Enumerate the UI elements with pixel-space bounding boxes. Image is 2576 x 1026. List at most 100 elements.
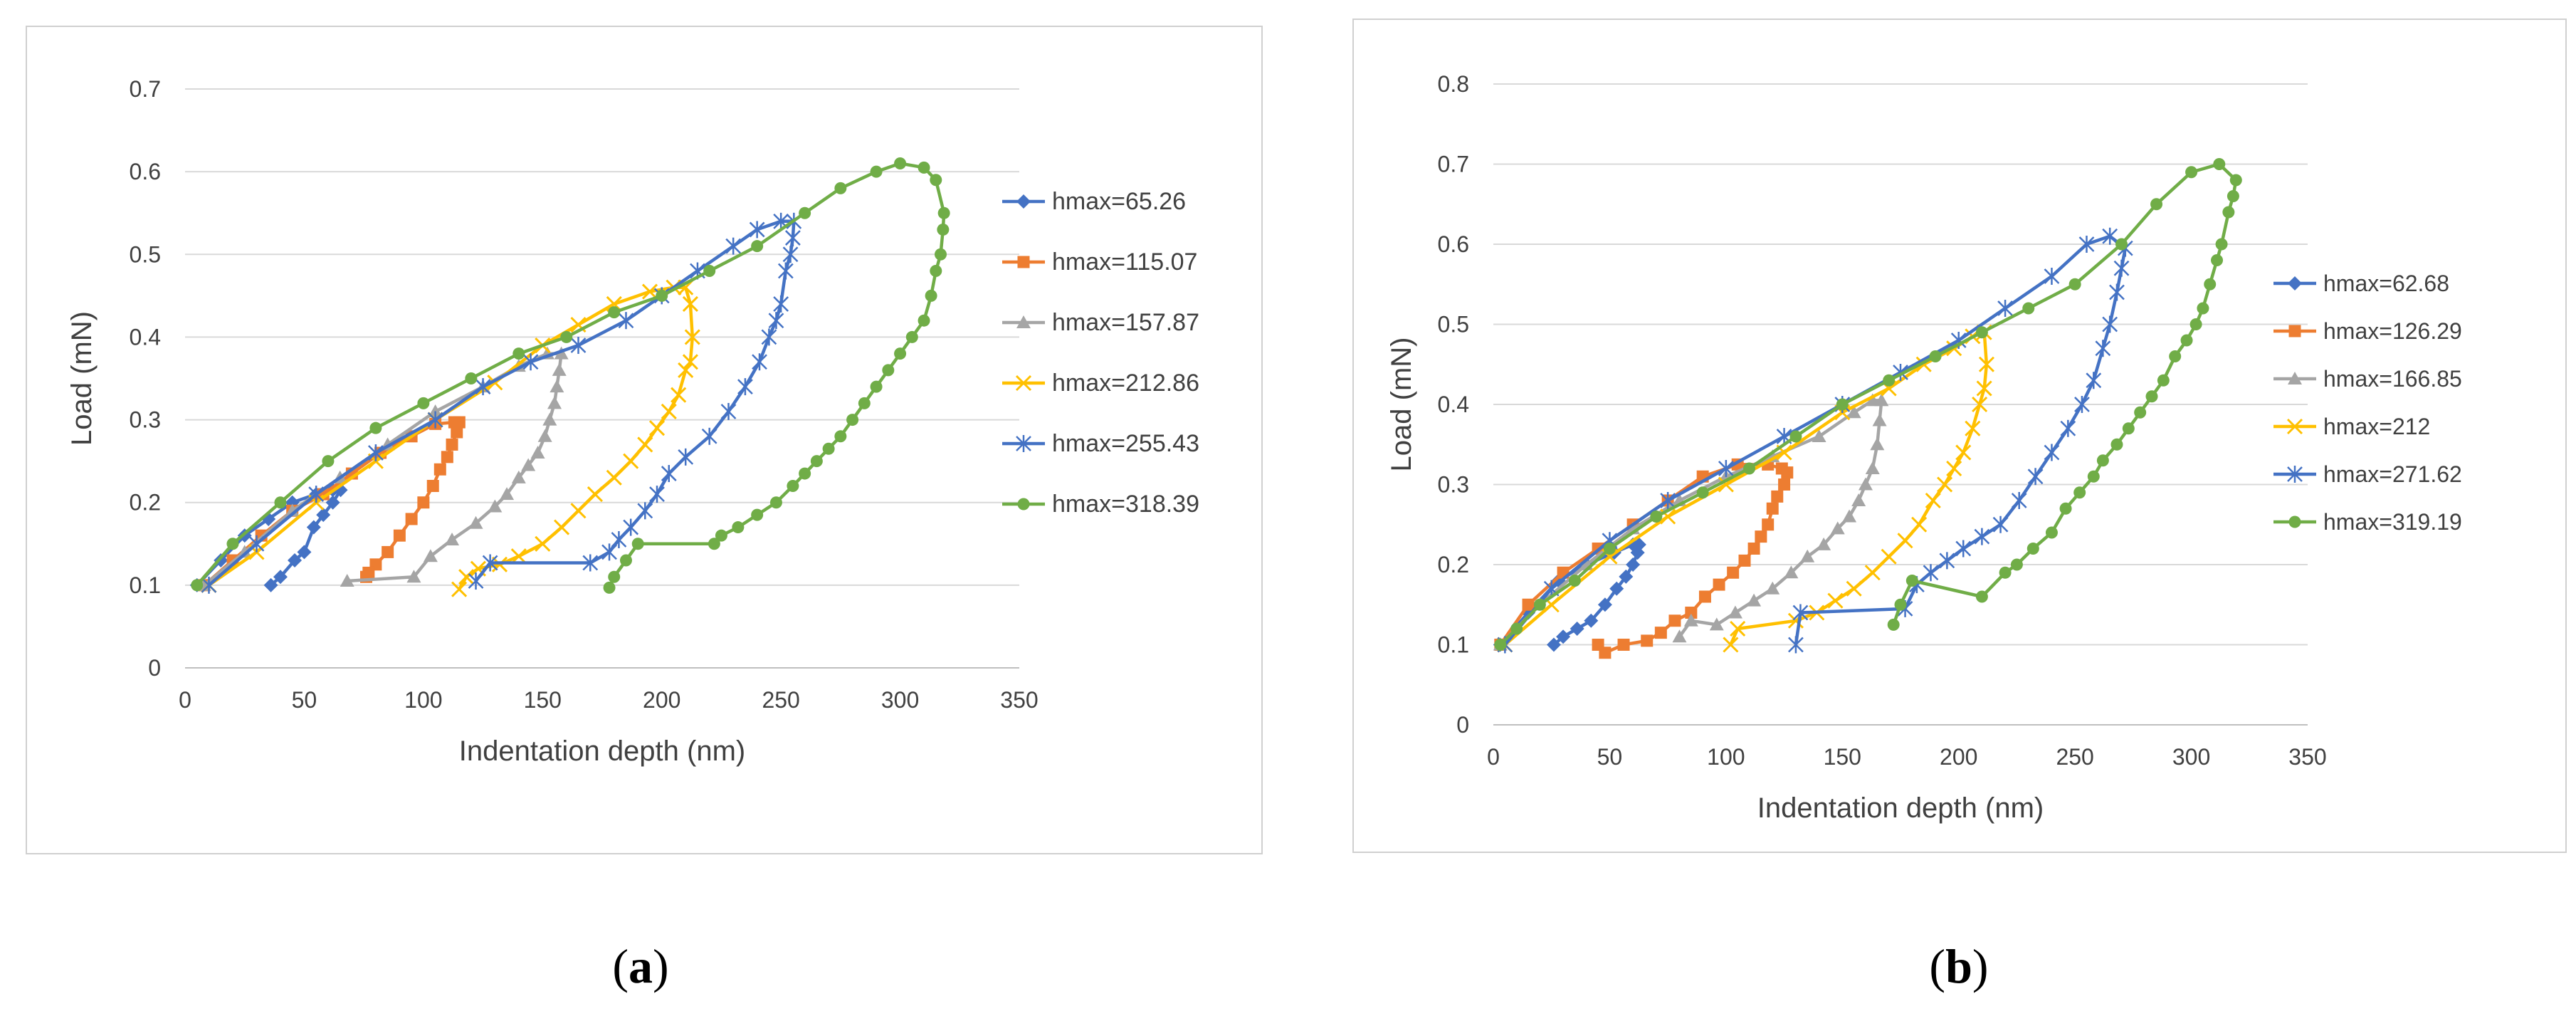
data-point xyxy=(720,402,737,420)
data-point xyxy=(191,579,204,592)
data-point xyxy=(1817,537,1831,550)
legend-entry: hmax=115.07 xyxy=(1002,248,1197,276)
y-tick-label: 0.6 xyxy=(1438,231,1469,257)
data-point xyxy=(1766,502,1779,515)
data-point xyxy=(773,295,789,313)
data-point xyxy=(226,538,239,550)
data-point xyxy=(1846,405,1861,419)
data-point xyxy=(2215,238,2228,251)
data-point xyxy=(316,508,331,523)
data-point xyxy=(1827,592,1844,609)
data-point xyxy=(777,262,794,280)
data-point xyxy=(1619,569,1634,584)
data-point xyxy=(1630,545,1645,560)
data-point xyxy=(1972,396,1988,413)
data-point xyxy=(550,379,564,393)
data-point xyxy=(1592,639,1604,651)
data-point xyxy=(1992,515,2009,533)
legend-entry: hmax=318.39 xyxy=(1002,491,1199,518)
legend-label: hmax=115.07 xyxy=(1052,248,1197,276)
x-tick-label: 100 xyxy=(1707,744,1745,770)
data-point xyxy=(491,556,508,572)
data-point xyxy=(512,347,525,360)
data-point xyxy=(1597,597,1612,612)
data-point xyxy=(1765,581,1780,595)
y-tick-label: 0 xyxy=(1456,712,1469,738)
series-6 xyxy=(1494,158,2242,651)
legend-label: hmax=166.85 xyxy=(2323,366,2462,392)
data-point xyxy=(2044,268,2060,285)
legend-entry: hmax=157.87 xyxy=(1002,309,1199,336)
data-point xyxy=(769,496,782,509)
data-point xyxy=(2185,166,2198,179)
data-point xyxy=(1603,543,1616,555)
data-point xyxy=(2134,406,2147,419)
data-point xyxy=(737,378,753,396)
data-point xyxy=(1660,492,1676,509)
data-point xyxy=(905,330,918,343)
data-point xyxy=(787,479,799,492)
data-point xyxy=(732,521,745,534)
data-point xyxy=(1698,590,1711,603)
x-axis-title: Indentation depth (nm) xyxy=(459,736,745,767)
data-point xyxy=(441,451,453,464)
data-point xyxy=(2045,526,2058,539)
data-point xyxy=(678,448,694,466)
data-point xyxy=(451,581,468,597)
data-point xyxy=(547,396,562,409)
legend-marker xyxy=(1017,498,1030,511)
y-tick-label: 0.2 xyxy=(130,490,161,515)
legend-marker xyxy=(1016,315,1031,328)
data-point xyxy=(406,570,421,583)
data-point xyxy=(1974,528,1990,545)
data-point xyxy=(631,538,644,550)
data-point xyxy=(445,532,460,545)
data-point xyxy=(451,426,463,439)
data-point xyxy=(1923,564,1939,582)
data-point xyxy=(2213,158,2226,170)
data-point xyxy=(925,289,937,302)
data-point xyxy=(834,182,847,194)
data-point xyxy=(2102,315,2118,333)
data-point xyxy=(537,429,552,442)
x-tick-label: 250 xyxy=(762,687,799,713)
data-point xyxy=(1788,636,1804,654)
series-5 xyxy=(201,212,802,594)
data-point xyxy=(1556,629,1571,644)
data-point xyxy=(1865,393,1880,407)
chart-a-svg: 0 0.1 0.2 0.3 0.4 0.5 0.6 0.7 0 50 100 150 200 250 300… xyxy=(66,76,1199,767)
data-point xyxy=(858,397,871,409)
data-point xyxy=(1730,620,1746,637)
data-point xyxy=(426,479,439,492)
data-point xyxy=(1836,398,1849,411)
data-point xyxy=(322,455,335,468)
data-point xyxy=(458,569,475,585)
legend-marker xyxy=(1017,256,1030,268)
caption-b-letter: b xyxy=(1945,939,1972,993)
data-point xyxy=(2145,390,2158,403)
data-point xyxy=(1609,581,1624,596)
x-tick-label: 50 xyxy=(1597,744,1623,770)
data-point xyxy=(1584,613,1599,628)
x-tick-label: 100 xyxy=(404,687,442,713)
data-point xyxy=(340,574,354,587)
data-point xyxy=(417,496,430,509)
legend-label: hmax=65.26 xyxy=(1052,188,1186,215)
data-point xyxy=(1570,622,1584,636)
data-point xyxy=(2197,302,2209,315)
data-point xyxy=(535,535,551,552)
data-point xyxy=(649,486,665,503)
data-point xyxy=(1617,639,1630,651)
data-point xyxy=(308,486,325,503)
chart-b-svg: 0 0.1 0.2 0.3 0.4 0.5 0.6 0.7 0.8 0 50 100 150 200 250… xyxy=(1386,71,2462,824)
data-point xyxy=(500,487,515,501)
data-point xyxy=(1955,540,1972,558)
legend-entry: hmax=212.86 xyxy=(1002,370,1199,397)
data-point xyxy=(510,548,527,565)
data-point xyxy=(522,353,539,371)
data-point xyxy=(1747,543,1760,555)
data-point xyxy=(1533,598,1546,611)
data-point xyxy=(882,364,895,377)
x-tick-label: 300 xyxy=(2172,744,2210,770)
data-point xyxy=(488,499,503,513)
